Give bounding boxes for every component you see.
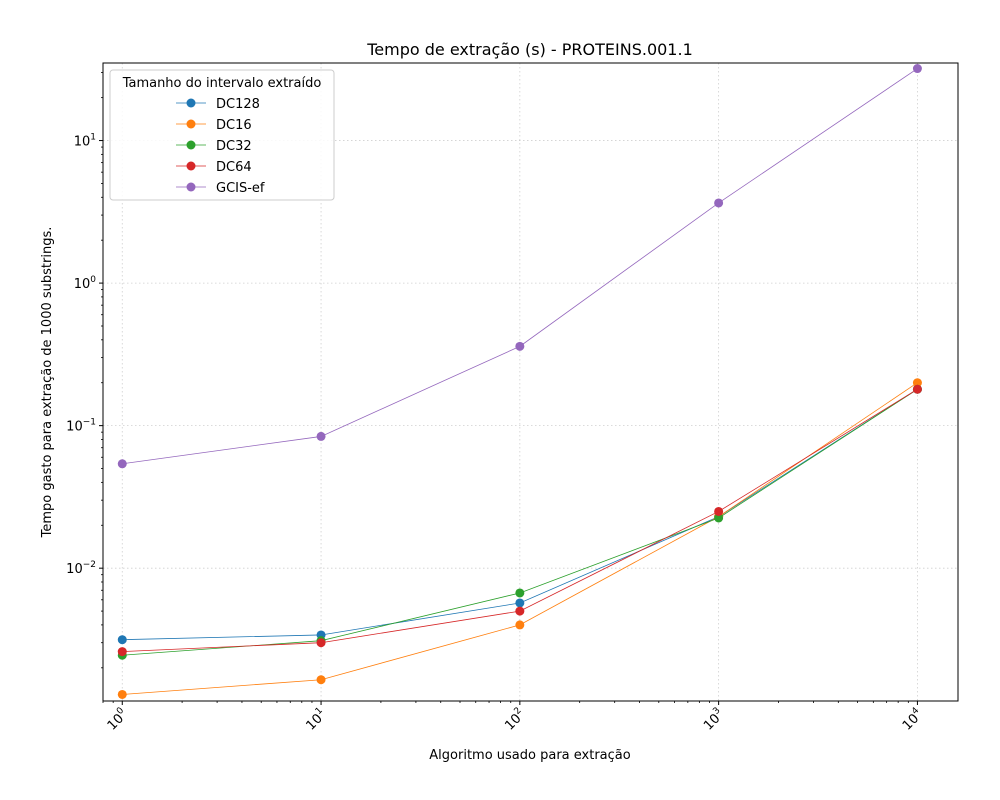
legend-marker [186, 182, 196, 192]
series-layer [117, 64, 922, 699]
y-tick-exponent: −2 [83, 560, 96, 570]
x-axis-label: Algoritmo usado para extração [429, 748, 630, 763]
data-point [912, 64, 922, 74]
data-point [316, 431, 326, 441]
y-tick-label: 100 [74, 275, 97, 292]
legend-entry: DC32 [176, 139, 252, 154]
x-tick-label: 100 [103, 706, 131, 734]
legend-label: GCIS-ef [216, 181, 265, 196]
legend-marker [186, 161, 196, 171]
data-point [117, 689, 127, 699]
data-point [316, 638, 326, 648]
series-dc64 [117, 384, 922, 657]
y-tick-base: 10 [74, 277, 91, 292]
legend-marker [186, 140, 196, 150]
x-tick-exponent: 3 [711, 706, 722, 717]
data-point [316, 675, 326, 685]
legend-entry: DC16 [176, 118, 252, 133]
grid [103, 63, 958, 701]
y-tick-base: 10 [74, 135, 91, 150]
legend-label: DC32 [216, 139, 252, 154]
x-tick-label: 102 [501, 706, 529, 734]
y-tick-exponent: 1 [90, 133, 96, 143]
y-tick-exponent: 0 [90, 275, 96, 285]
x-tick-exponent: 2 [513, 706, 524, 717]
data-point [515, 606, 525, 616]
legend-entry: DC128 [176, 97, 260, 112]
chart-title: Tempo de extração (s) - PROTEINS.001.1 [366, 40, 693, 59]
legend: Tamanho do intervalo extraído DC128 DC16 D… [109, 69, 335, 201]
x-tick-label: 103 [700, 706, 728, 734]
data-point [912, 378, 922, 388]
series-dc16 [117, 378, 922, 699]
x-tick-exponent: 1 [314, 706, 325, 717]
x-tick-exponent: 0 [115, 706, 126, 717]
y-tick-exponent: −1 [83, 418, 96, 428]
y-tick-base: 10 [66, 420, 83, 435]
data-point [912, 384, 922, 394]
data-point [515, 588, 525, 598]
data-point [515, 341, 525, 351]
data-point [714, 506, 724, 516]
x-tick-exponent: 4 [910, 706, 921, 717]
series-gcis-ef [117, 64, 922, 469]
y-tick-label: 10−1 [66, 418, 96, 435]
data-point [515, 620, 525, 630]
x-tick-label: 104 [898, 706, 926, 734]
legend-marker [186, 98, 196, 108]
data-point [714, 513, 724, 523]
plot-frame [102, 62, 959, 702]
data-point [515, 598, 525, 608]
y-tick-base: 10 [66, 562, 83, 577]
x-tick-label: 101 [302, 706, 330, 734]
legend-marker [186, 119, 196, 129]
legend-box [109, 69, 335, 201]
legend-title: Tamanho do intervalo extraído [122, 76, 322, 91]
legend-entry: GCIS-ef [176, 181, 265, 196]
data-point [117, 635, 127, 645]
legend-label: DC64 [216, 160, 252, 175]
legend-label: DC128 [216, 97, 260, 112]
y-tick-label: 101 [74, 133, 96, 150]
data-point [117, 647, 127, 657]
y-tick-label: 10−2 [66, 560, 96, 577]
legend-label: DC16 [216, 118, 252, 133]
y-axis-label: Tempo gasto para extração de 1000 substr… [40, 227, 55, 539]
data-point [714, 198, 724, 208]
data-point [117, 459, 127, 469]
legend-entry: DC64 [176, 160, 252, 175]
